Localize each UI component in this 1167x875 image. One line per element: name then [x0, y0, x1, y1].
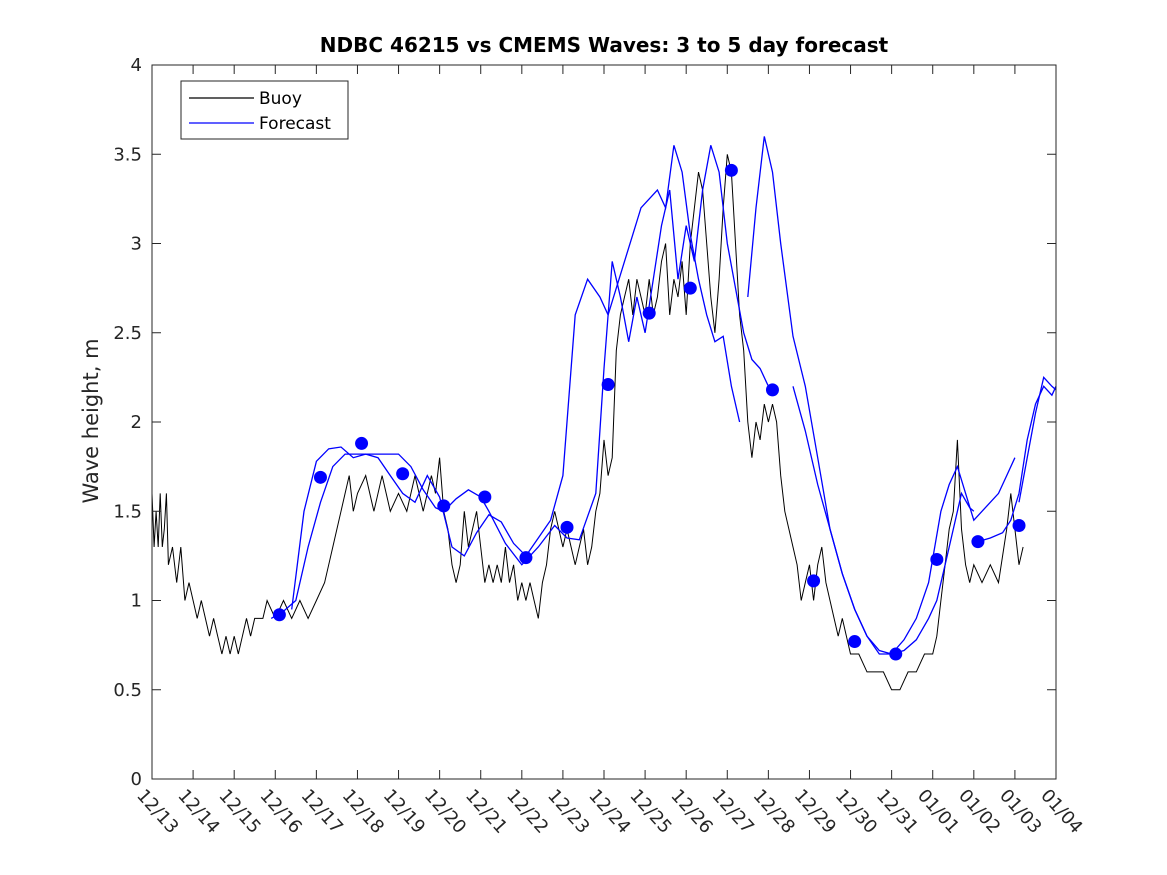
forecast-marker	[971, 535, 985, 549]
forecast-marker	[848, 635, 862, 649]
forecast-marker	[355, 436, 369, 450]
forecast-marker	[724, 163, 738, 177]
forecast-marker	[478, 490, 492, 504]
y-tick-label: 0.5	[113, 680, 142, 701]
y-tick-label: 2	[131, 412, 142, 433]
forecast-marker	[272, 608, 286, 622]
y-axis-label: Wave height, m	[79, 338, 103, 503]
forecast-marker	[560, 520, 574, 534]
y-tick-label: 0	[131, 769, 142, 790]
forecast-marker	[765, 383, 779, 397]
forecast-line-2	[291, 145, 741, 610]
forecast-marker	[807, 574, 821, 588]
chart-title: NDBC 46215 vs CMEMS Waves: 3 to 5 day fo…	[320, 33, 889, 57]
forecast-marker	[601, 378, 615, 392]
forecast-marker	[642, 306, 656, 320]
forecast-marker	[889, 647, 903, 661]
y-tick-label: 2.5	[113, 323, 142, 344]
forecast-line-4	[792, 386, 1016, 655]
legend-label: Buoy	[259, 89, 302, 109]
y-tick-label: 1	[131, 591, 142, 612]
y-tick-label: 4	[131, 55, 142, 76]
legend-label: Forecast	[259, 114, 331, 134]
forecast-line-6	[1018, 376, 1057, 503]
forecast-marker	[683, 281, 697, 295]
forecast-marker	[396, 467, 410, 481]
legend-box	[180, 80, 349, 140]
y-tick-label: 3.5	[113, 144, 142, 165]
plot-background	[152, 65, 1056, 779]
plot-area: 00.511.522.533.5412/1312/1412/1512/1612/…	[113, 55, 1086, 838]
y-tick-label: 3	[131, 234, 142, 255]
y-tick-label: 1.5	[113, 501, 142, 522]
forecast-marker	[313, 470, 327, 484]
forecast-marker	[1012, 519, 1026, 533]
forecast-marker	[437, 499, 451, 513]
forecast-line-5	[977, 385, 1057, 543]
forecast-marker	[519, 551, 533, 565]
forecast-marker	[930, 552, 944, 566]
